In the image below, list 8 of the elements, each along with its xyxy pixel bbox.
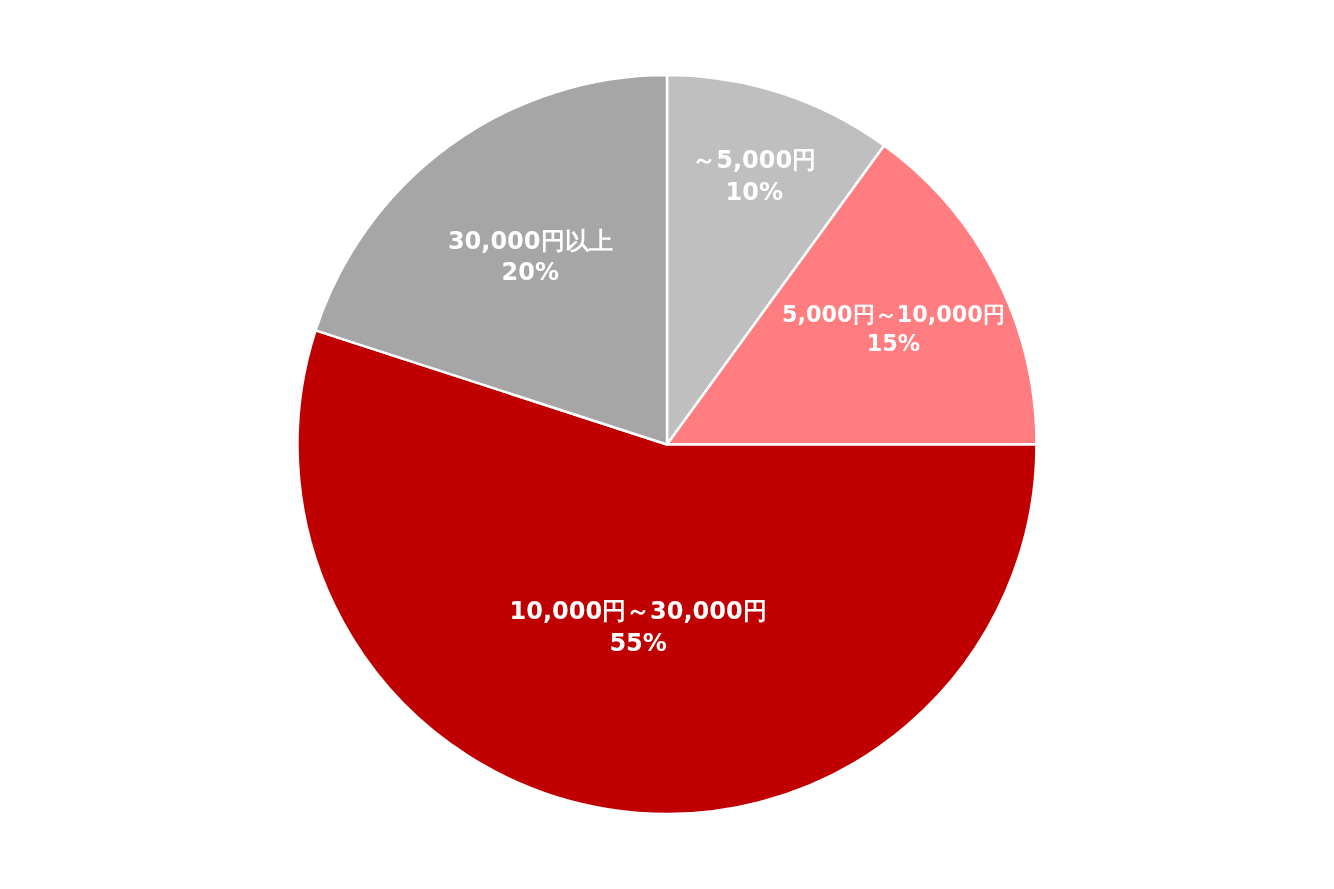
data-label: 15% [866, 330, 921, 357]
slice-label: 10,000円～30,000円 [509, 597, 767, 626]
slice-label: 30,000円以上 [447, 226, 613, 255]
data-label: 55% [609, 628, 667, 657]
slice-label: ～5,000円 [692, 146, 817, 175]
data-label: 10% [725, 177, 783, 206]
data-label: 20% [501, 257, 559, 286]
slice-label: 5,000円～10,000円 [781, 301, 1005, 328]
